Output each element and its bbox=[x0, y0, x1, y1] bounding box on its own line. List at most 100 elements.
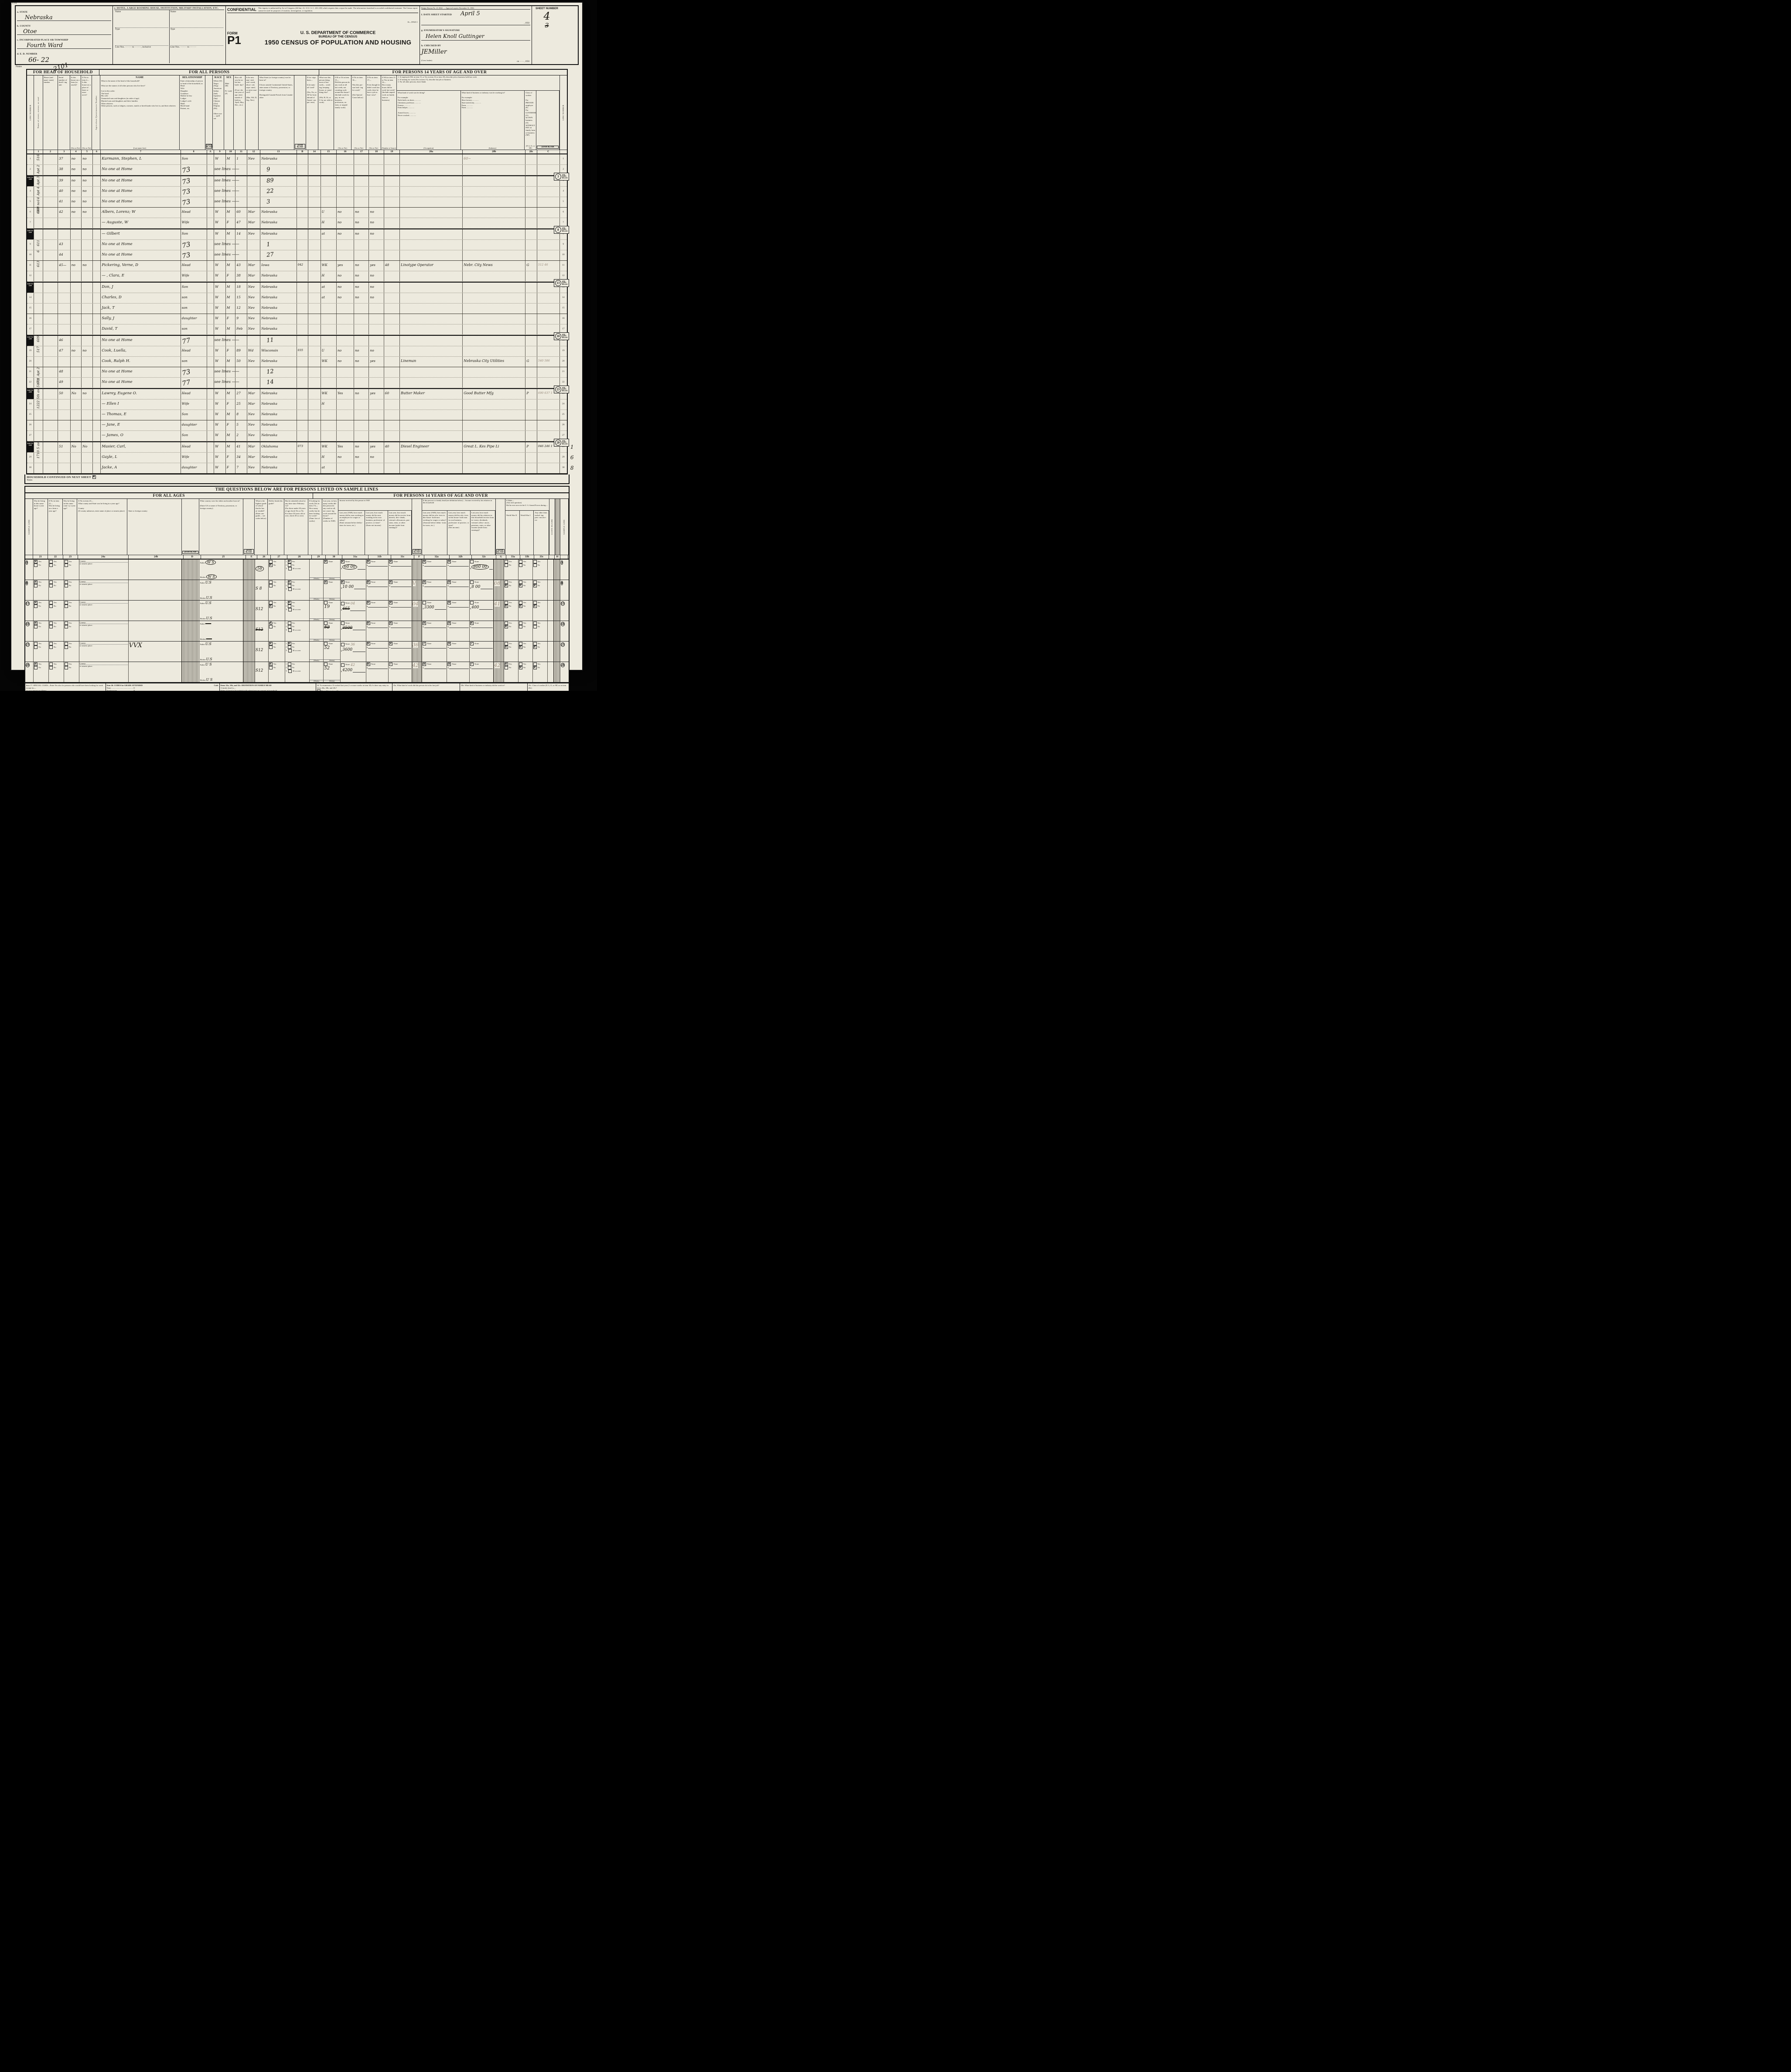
name-cell: — , Clara, E bbox=[101, 271, 181, 281]
sex-value: M bbox=[226, 210, 230, 214]
header-col-4: Is this house on a farm (or ranch)? (Yes … bbox=[70, 75, 82, 150]
hotel-name-field-2: Name bbox=[170, 10, 223, 28]
checkbox bbox=[504, 624, 508, 629]
item17-cell bbox=[354, 304, 369, 314]
none-line: None bbox=[389, 621, 411, 625]
checkbox bbox=[34, 642, 38, 645]
dollar-line: $ bbox=[367, 605, 388, 608]
line-number-right: 16 bbox=[560, 314, 567, 324]
checkbox-line: Yes bbox=[504, 662, 518, 666]
line-number: 18 bbox=[562, 339, 565, 341]
name-cell: Sally, J bbox=[101, 314, 181, 324]
checkbox-label: No bbox=[523, 645, 526, 648]
other-income-cell: None$ bbox=[389, 621, 412, 641]
name-value: No one at Home bbox=[102, 380, 133, 384]
leave-blank-c-cell bbox=[537, 283, 560, 293]
same-county-cell: Yes No bbox=[64, 662, 79, 682]
age-cell: 38 bbox=[235, 271, 247, 281]
line-number: 11 bbox=[562, 264, 565, 266]
class-cell bbox=[525, 431, 537, 441]
dollar-sign: $ bbox=[389, 667, 390, 669]
col-number: 1 bbox=[34, 150, 43, 154]
state-field: a. STATE Nebraska bbox=[17, 7, 111, 21]
acres-value: no bbox=[82, 157, 87, 160]
acres-cell bbox=[82, 367, 93, 377]
dollar-line: $ bbox=[470, 667, 493, 669]
checkbox-label: No bbox=[54, 604, 56, 607]
checkbox bbox=[504, 662, 508, 666]
school-option: 2 No bbox=[286, 604, 308, 608]
checkbox bbox=[341, 601, 345, 605]
line-number-left: 24 bbox=[27, 399, 34, 410]
relationship-value: Son bbox=[181, 285, 188, 289]
checkbox bbox=[64, 621, 68, 625]
item17-cell: no bbox=[354, 293, 369, 303]
relationship-value: Head bbox=[181, 444, 191, 448]
name-cell: No one at Home bbox=[101, 367, 181, 377]
farm-value: no bbox=[71, 210, 75, 214]
checkbox bbox=[288, 669, 292, 673]
item34-box: 34. To enumerator: If worked last year (… bbox=[316, 683, 392, 691]
marital-cell: Nev bbox=[247, 283, 261, 293]
acres-cell bbox=[82, 420, 93, 430]
dollar-sign: $ bbox=[447, 564, 449, 567]
checkbox bbox=[49, 560, 53, 563]
acres-value: no bbox=[82, 263, 87, 267]
header-col-16: If H or Ot in item 15— Did this person d… bbox=[334, 75, 351, 150]
occupation-cell bbox=[400, 378, 463, 388]
street-cell bbox=[34, 271, 43, 281]
naturalized-cell bbox=[308, 389, 321, 399]
leave-blank-b-cell bbox=[297, 271, 309, 281]
checkbox-label: Yes bbox=[273, 601, 276, 604]
dollar-sign: $ bbox=[470, 567, 471, 570]
sex-cell: F bbox=[226, 271, 236, 281]
agriculture-cell bbox=[93, 176, 101, 186]
leave-blank-g-cell: 08 bbox=[494, 580, 504, 600]
location-box: a. STATE Nebraska b. COUNTY Otoe c. INCO… bbox=[16, 6, 113, 64]
pencil-code-g: 42 bbox=[494, 662, 501, 668]
birthplace-value: Oklahoma bbox=[261, 444, 278, 448]
house-number-cell bbox=[43, 357, 58, 367]
vertical-label: LEAVE BLANK bbox=[551, 519, 553, 535]
census-form-paper: (53) a. STATE Nebraska b. COUNTY Otoe c.… bbox=[11, 2, 582, 691]
industry-cell bbox=[463, 304, 526, 314]
street-cell: Apt 2 bbox=[34, 165, 43, 175]
name-cell: No one at Home bbox=[101, 240, 181, 250]
checkbox-line: Yes bbox=[49, 560, 63, 563]
checkbox-label: Yes bbox=[68, 642, 72, 645]
line-number: 4 bbox=[29, 190, 31, 192]
marital-value: Wd bbox=[248, 348, 254, 352]
checkbox-line: No bbox=[519, 665, 532, 670]
working-status: WK bbox=[321, 444, 327, 448]
marital-value: Mar bbox=[248, 444, 255, 448]
line-number-right: 23 bbox=[560, 389, 567, 399]
naturalized-cell bbox=[308, 304, 321, 314]
marital-cell bbox=[247, 336, 261, 346]
dollar-line: $8 00 bbox=[470, 585, 493, 589]
see-lines-ref: 89 bbox=[266, 177, 274, 184]
leave-blank-c-cell bbox=[537, 271, 560, 281]
none-line: None 36 bbox=[341, 642, 365, 647]
leave-blank-b-cell bbox=[297, 229, 309, 239]
checkbox-label: No bbox=[508, 666, 512, 669]
col-number: 18 bbox=[369, 150, 384, 154]
birthplace-value: Nebraska bbox=[261, 273, 277, 277]
footer-definition-box: Items 32a, 32b, and 32c: DEFINITION OF F… bbox=[220, 683, 316, 691]
relatives-wages-cell: None$ bbox=[422, 621, 447, 641]
birthplace-value: Wisconsin bbox=[261, 348, 278, 352]
sex-cell: M bbox=[226, 283, 236, 293]
leave-blank-e-cell bbox=[243, 621, 255, 641]
checkbox-line: Yes bbox=[533, 560, 547, 563]
school-option: 2 No bbox=[286, 625, 308, 628]
marital-cell: Nev bbox=[247, 357, 261, 367]
checkbox-line: No bbox=[34, 584, 48, 587]
mother-value: U.S bbox=[206, 616, 212, 620]
dollar-line: $ bbox=[423, 626, 447, 628]
occupation-cell: Butter Maker bbox=[400, 389, 463, 399]
serial-value: 47 bbox=[59, 348, 63, 352]
checkbox bbox=[324, 560, 328, 564]
